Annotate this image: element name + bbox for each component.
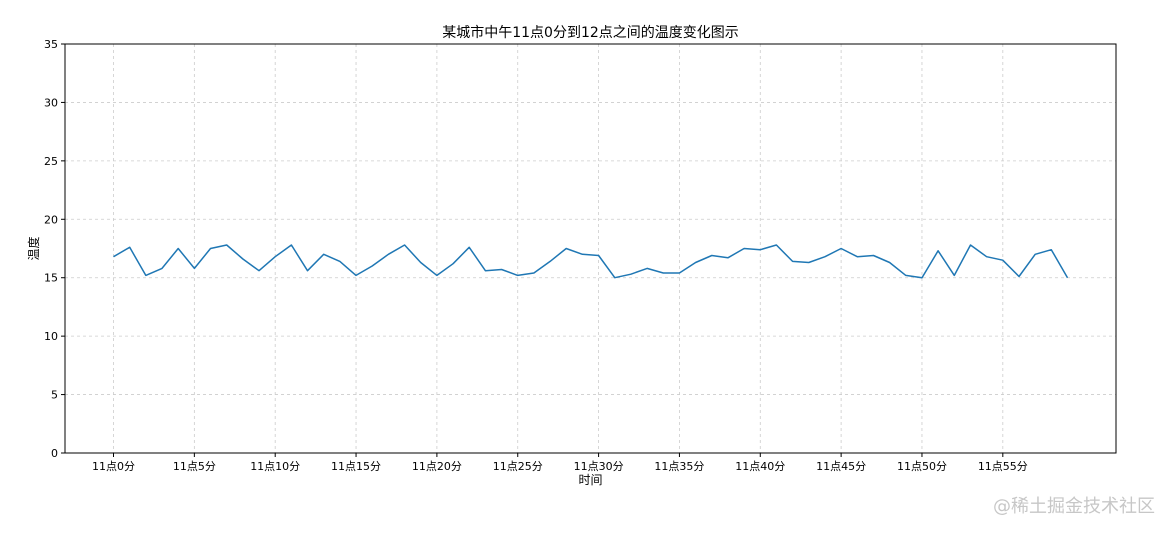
y-tick-label: 15 — [44, 272, 58, 285]
watermark: @稀土掘金技术社区 — [993, 496, 1155, 517]
y-tick-label: 25 — [44, 155, 58, 168]
x-tick-label: 11点25分 — [493, 460, 543, 473]
x-tick-label: 11点5分 — [173, 460, 216, 473]
x-tick-label: 11点10分 — [250, 460, 300, 473]
axis-ticks: 0 5 10 15 20 25 30 35 11点0分 11点5分 11点10分 11点15分 11点2… — [44, 38, 1028, 473]
y-axis-title: 温度 — [26, 236, 41, 260]
y-tick-label: 30 — [44, 96, 58, 109]
y-tick-label: 20 — [44, 213, 58, 226]
x-tick-label: 11点20分 — [412, 460, 462, 473]
temperature-series-line — [113, 244, 1069, 279]
y-tick-label: 0 — [51, 447, 58, 460]
y-tick-label: 5 — [51, 389, 58, 402]
x-tick-label: 11点55分 — [978, 460, 1028, 473]
x-tick-label: 11点50分 — [897, 460, 947, 473]
x-tick-label: 11点40分 — [735, 460, 785, 473]
x-tick-label: 11点30分 — [574, 460, 624, 473]
chart-title: 某城市中午11点0分到12点之间的温度变化图示 — [442, 24, 739, 41]
y-tick-label: 35 — [44, 38, 58, 51]
x-tick-label: 11点15分 — [331, 460, 381, 473]
series-layer — [113, 244, 1069, 279]
x-tick-label: 11点35分 — [654, 460, 704, 473]
x-axis-title: 时间 — [578, 473, 602, 487]
x-tick-label: 11点45分 — [816, 460, 866, 473]
x-tick-label: 11点0分 — [92, 460, 135, 473]
y-tick-label: 10 — [44, 330, 58, 343]
plot-area-frame — [64, 43, 1117, 454]
